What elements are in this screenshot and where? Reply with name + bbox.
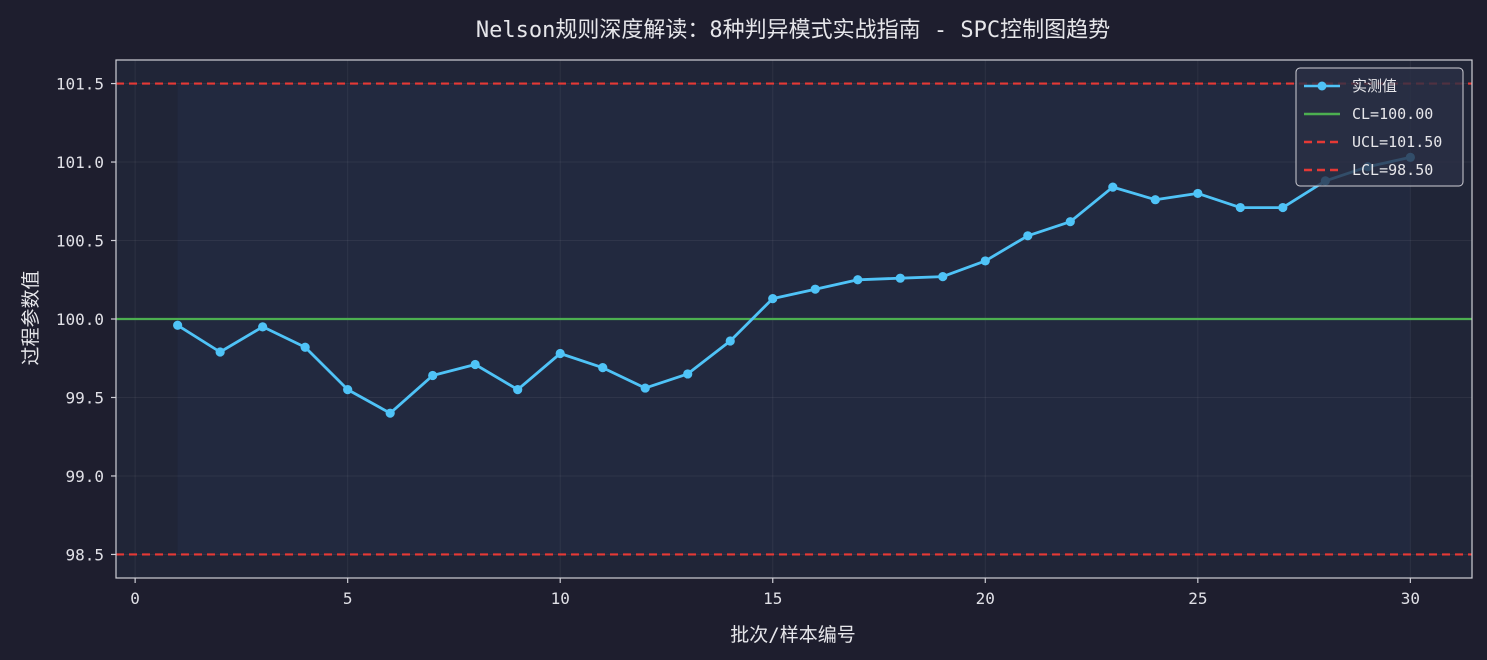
y-tick-label: 99.5 (65, 388, 104, 407)
x-tick-label: 30 (1401, 589, 1420, 608)
data-point (980, 256, 990, 266)
data-point (1193, 188, 1203, 199)
x-tick-label: 20 (976, 589, 995, 608)
series-line (176, 155, 1411, 415)
x-tick-label: 5 (343, 589, 353, 608)
data-point (513, 385, 523, 395)
legend-box (1295, 67, 1464, 187)
data-point (810, 284, 820, 294)
legend-lcl-label: LCL=98.50 (1352, 161, 1433, 179)
data-point (1023, 231, 1033, 241)
data-point (683, 369, 693, 379)
data-point (768, 293, 778, 304)
data-point (1108, 182, 1118, 192)
data-point (300, 342, 310, 352)
data-point (895, 273, 905, 283)
data-point (470, 359, 480, 370)
data-point (555, 348, 565, 359)
data-point (725, 336, 735, 346)
data-point (853, 275, 863, 285)
legend-ucl-label: UCL=101.50 (1352, 133, 1442, 151)
y-tick-label: 100.5 (56, 232, 104, 251)
y-tick-label: 101.5 (56, 75, 104, 94)
x-tick-label: 25 (1188, 589, 1207, 608)
legend-cl-label: CL=100.00 (1352, 105, 1433, 123)
x-tick-label: 0 (130, 589, 140, 608)
data-point (215, 347, 225, 357)
x-axis-label: 批次/样本编号 (730, 624, 855, 646)
x-tick-label: 15 (763, 589, 782, 608)
data-point (1235, 202, 1245, 213)
legend: 实测值 CL=100.00 UCL=101.50 LCL=98.50 (1295, 67, 1464, 187)
data-point (258, 322, 268, 332)
data-point (173, 320, 183, 330)
data-point (598, 363, 608, 373)
chart-title: Nelson规则深度解读：8种判异模式实战指南 - SPC控制图趋势 (476, 18, 1110, 43)
data-point (343, 385, 353, 395)
y-axis-label: 过程参数值 (20, 270, 42, 365)
legend-series-marker (1317, 81, 1327, 91)
y-tick-label: 101.0 (56, 153, 104, 172)
data-point (640, 383, 650, 393)
data-point (1150, 195, 1160, 205)
data-point (428, 370, 438, 381)
x-tick-label: 10 (551, 589, 570, 608)
y-tick-label: 99.0 (65, 467, 104, 486)
y-tick-label: 100.0 (56, 310, 104, 329)
data-point (938, 272, 948, 282)
data-point (1065, 217, 1075, 227)
data-point (385, 408, 395, 418)
data-point (1278, 202, 1288, 213)
legend-series-label: 实测值 (1352, 77, 1397, 95)
y-tick-label: 98.5 (65, 545, 104, 564)
